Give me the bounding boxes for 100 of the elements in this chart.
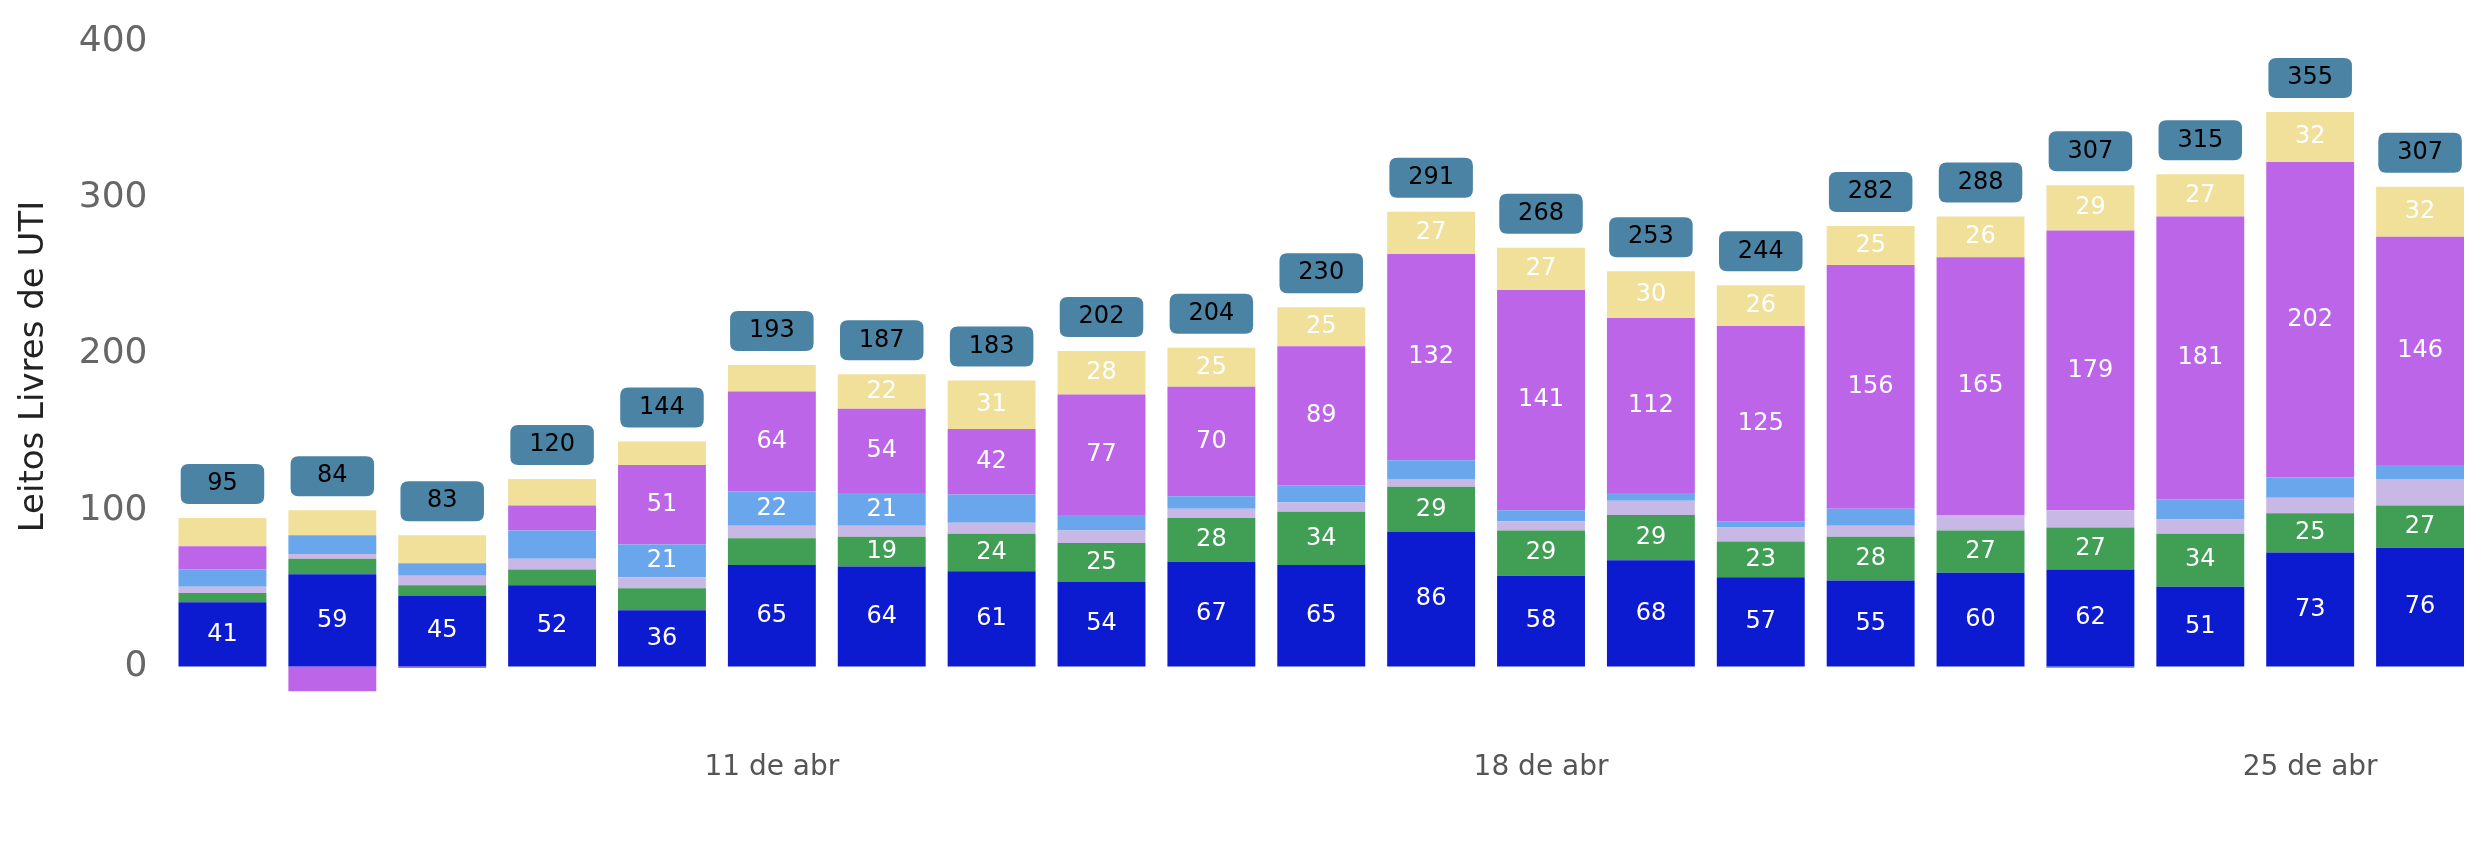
- data-label: 70: [1196, 425, 1227, 454]
- bar: [2376, 547, 2465, 667]
- bar: [2156, 533, 2245, 587]
- data-label: 41: [207, 618, 238, 647]
- bar: [508, 585, 597, 667]
- data-label: 27: [1415, 217, 1447, 246]
- data-label: 141: [1518, 384, 1564, 413]
- bar: [508, 478, 597, 506]
- x-tick-label: 11 de abr: [704, 749, 840, 783]
- data-label: 21: [866, 493, 898, 522]
- bar: [1057, 514, 1146, 531]
- bar: [1606, 514, 1695, 561]
- total-label: 315: [2177, 124, 2224, 153]
- bar: [2266, 111, 2355, 162]
- bar: [1277, 346, 1366, 486]
- bar: [178, 518, 267, 547]
- bar: [1497, 521, 1585, 531]
- data-label: 29: [2075, 192, 2106, 221]
- data-label: 28: [1086, 356, 1117, 385]
- bar: [2376, 505, 2465, 548]
- total-label: 202: [1078, 301, 1125, 330]
- total-label: 355: [2287, 62, 2334, 91]
- data-label: 181: [2177, 342, 2224, 371]
- data-label: 52: [536, 610, 568, 639]
- bar: [2376, 186, 2465, 237]
- total-label: 253: [1627, 221, 1674, 250]
- bar: [837, 566, 926, 667]
- bar: [1167, 518, 1256, 562]
- data-label: 31: [976, 389, 1007, 417]
- bar: [837, 493, 926, 526]
- bar: [1167, 386, 1256, 497]
- bar: [288, 666, 377, 692]
- data-label: 86: [1415, 583, 1447, 612]
- bar: [288, 535, 377, 554]
- bar: [1606, 493, 1695, 501]
- data-label: 202: [2287, 303, 2334, 332]
- bar: [1057, 530, 1146, 544]
- data-label: 27: [1965, 535, 1996, 564]
- bar: [2156, 174, 2245, 217]
- bar: [1826, 508, 1915, 526]
- bar: [837, 408, 926, 494]
- bar: [618, 610, 706, 667]
- bar: [288, 574, 377, 667]
- bar: [1716, 527, 1805, 542]
- bar: [1057, 582, 1146, 667]
- bar: [1387, 532, 1476, 667]
- bar: [1936, 572, 2025, 667]
- data-label: 68: [1635, 597, 1667, 626]
- bar: [1497, 530, 1585, 576]
- bar: [1277, 502, 1366, 512]
- bar: [1057, 394, 1146, 515]
- bar: [1936, 514, 2025, 531]
- bar: [2046, 185, 2135, 231]
- data-label: 22: [866, 375, 898, 404]
- data-label: 64: [756, 425, 788, 454]
- data-label: 22: [756, 492, 788, 521]
- bar: [288, 510, 377, 536]
- bar: [2376, 464, 2465, 479]
- bar: [1716, 325, 1805, 522]
- bar: [2046, 569, 2135, 667]
- data-label: 32: [2404, 196, 2436, 225]
- bar: [618, 577, 706, 589]
- data-label: 60: [1965, 603, 1996, 632]
- data-label: 76: [2404, 591, 2436, 620]
- data-label: 65: [756, 599, 788, 628]
- data-label: 34: [1305, 522, 1337, 551]
- data-label: 25: [1196, 351, 1227, 380]
- data-label: 54: [1086, 608, 1117, 637]
- bar: [1277, 307, 1366, 347]
- bar: [618, 464, 706, 545]
- bar: [398, 596, 487, 667]
- data-label: 57: [1745, 606, 1777, 635]
- data-label: 25: [2294, 517, 2326, 546]
- data-label: 55: [1855, 607, 1886, 636]
- bar: [727, 564, 816, 667]
- bar: [1387, 478, 1476, 487]
- data-label: 51: [646, 488, 678, 517]
- bar: [1167, 496, 1256, 509]
- bar: [288, 553, 377, 559]
- data-label: 61: [976, 603, 1007, 631]
- y-tick-label: 100: [78, 486, 148, 528]
- bar: [947, 533, 1036, 572]
- data-label: 28: [1196, 524, 1227, 553]
- bar: [1497, 510, 1585, 522]
- bar: [1167, 347, 1256, 387]
- bar: [727, 364, 816, 392]
- bar: [1716, 285, 1805, 326]
- bar: [2376, 478, 2465, 506]
- bar: [1387, 254, 1476, 461]
- total-label: 144: [639, 391, 685, 420]
- bar: [2376, 236, 2465, 465]
- bar: [2156, 216, 2245, 500]
- data-label: 25: [1305, 310, 1337, 339]
- data-label: 77: [1086, 438, 1117, 467]
- bar: [727, 491, 816, 526]
- data-label: 27: [2404, 510, 2436, 539]
- bar: [727, 525, 816, 539]
- data-label: 156: [1847, 371, 1894, 400]
- total-label: 307: [2397, 137, 2443, 166]
- data-label: 62: [2075, 602, 2106, 631]
